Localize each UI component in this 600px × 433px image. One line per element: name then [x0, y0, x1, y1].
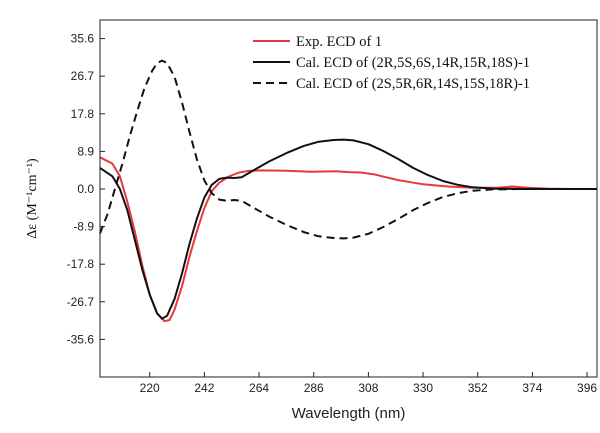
series-line-2	[99, 59, 597, 240]
x-tick-label-3: 286	[304, 381, 324, 395]
plot-frame	[99, 19, 598, 378]
y-tick-label-0: 35.6	[71, 32, 95, 46]
legend-label-2: Cal. ECD of (2S,5R,6R,14S,15S,18R)-1	[296, 76, 530, 92]
x-tick-label-2: 264	[249, 381, 269, 395]
series-line-1	[99, 138, 597, 320]
x-tick-label-7: 374	[522, 381, 542, 395]
y-tick-label-6: -17.8	[67, 257, 95, 271]
x-axis-title: Wavelength (nm)	[292, 405, 406, 422]
x-axis-ticks: 220 242 264 286 308 330 352 374 396	[140, 372, 597, 395]
legend-label-1: Cal. ECD of (2R,5S,6S,14R,15R,18S)-1	[296, 55, 530, 71]
y-tick-label-8: -35.6	[67, 332, 95, 346]
x-tick-label-5: 330	[413, 381, 433, 395]
x-tick-label-4: 308	[358, 381, 378, 395]
y-tick-label-5: -8.9	[73, 220, 94, 234]
y-tick-label-1: 26.7	[71, 69, 95, 83]
plot-lines	[99, 59, 597, 323]
y-tick-label-7: -26.7	[67, 295, 95, 309]
x-tick-label-8: 396	[577, 381, 597, 395]
x-tick-label-0: 220	[140, 381, 160, 395]
x-tick-label-6: 352	[468, 381, 488, 395]
y-axis-ticks: 35.6 26.7 17.8 8.9 0.0 -8.9 -17.8 -26.7 -35.6	[67, 32, 105, 346]
y-tick-label-4: 0.0	[77, 182, 94, 196]
x-tick-label-1: 242	[194, 381, 214, 395]
y-tick-label-2: 17.8	[71, 107, 95, 121]
y-tick-label-3: 8.9	[77, 144, 94, 158]
legend: Exp. ECD of 1 Cal. ECD of (2R,5S,6S,14R,1…	[253, 34, 530, 92]
legend-label-0: Exp. ECD of 1	[296, 34, 382, 50]
y-axis-title: Δε (M⁻¹cm⁻¹)	[25, 158, 40, 239]
